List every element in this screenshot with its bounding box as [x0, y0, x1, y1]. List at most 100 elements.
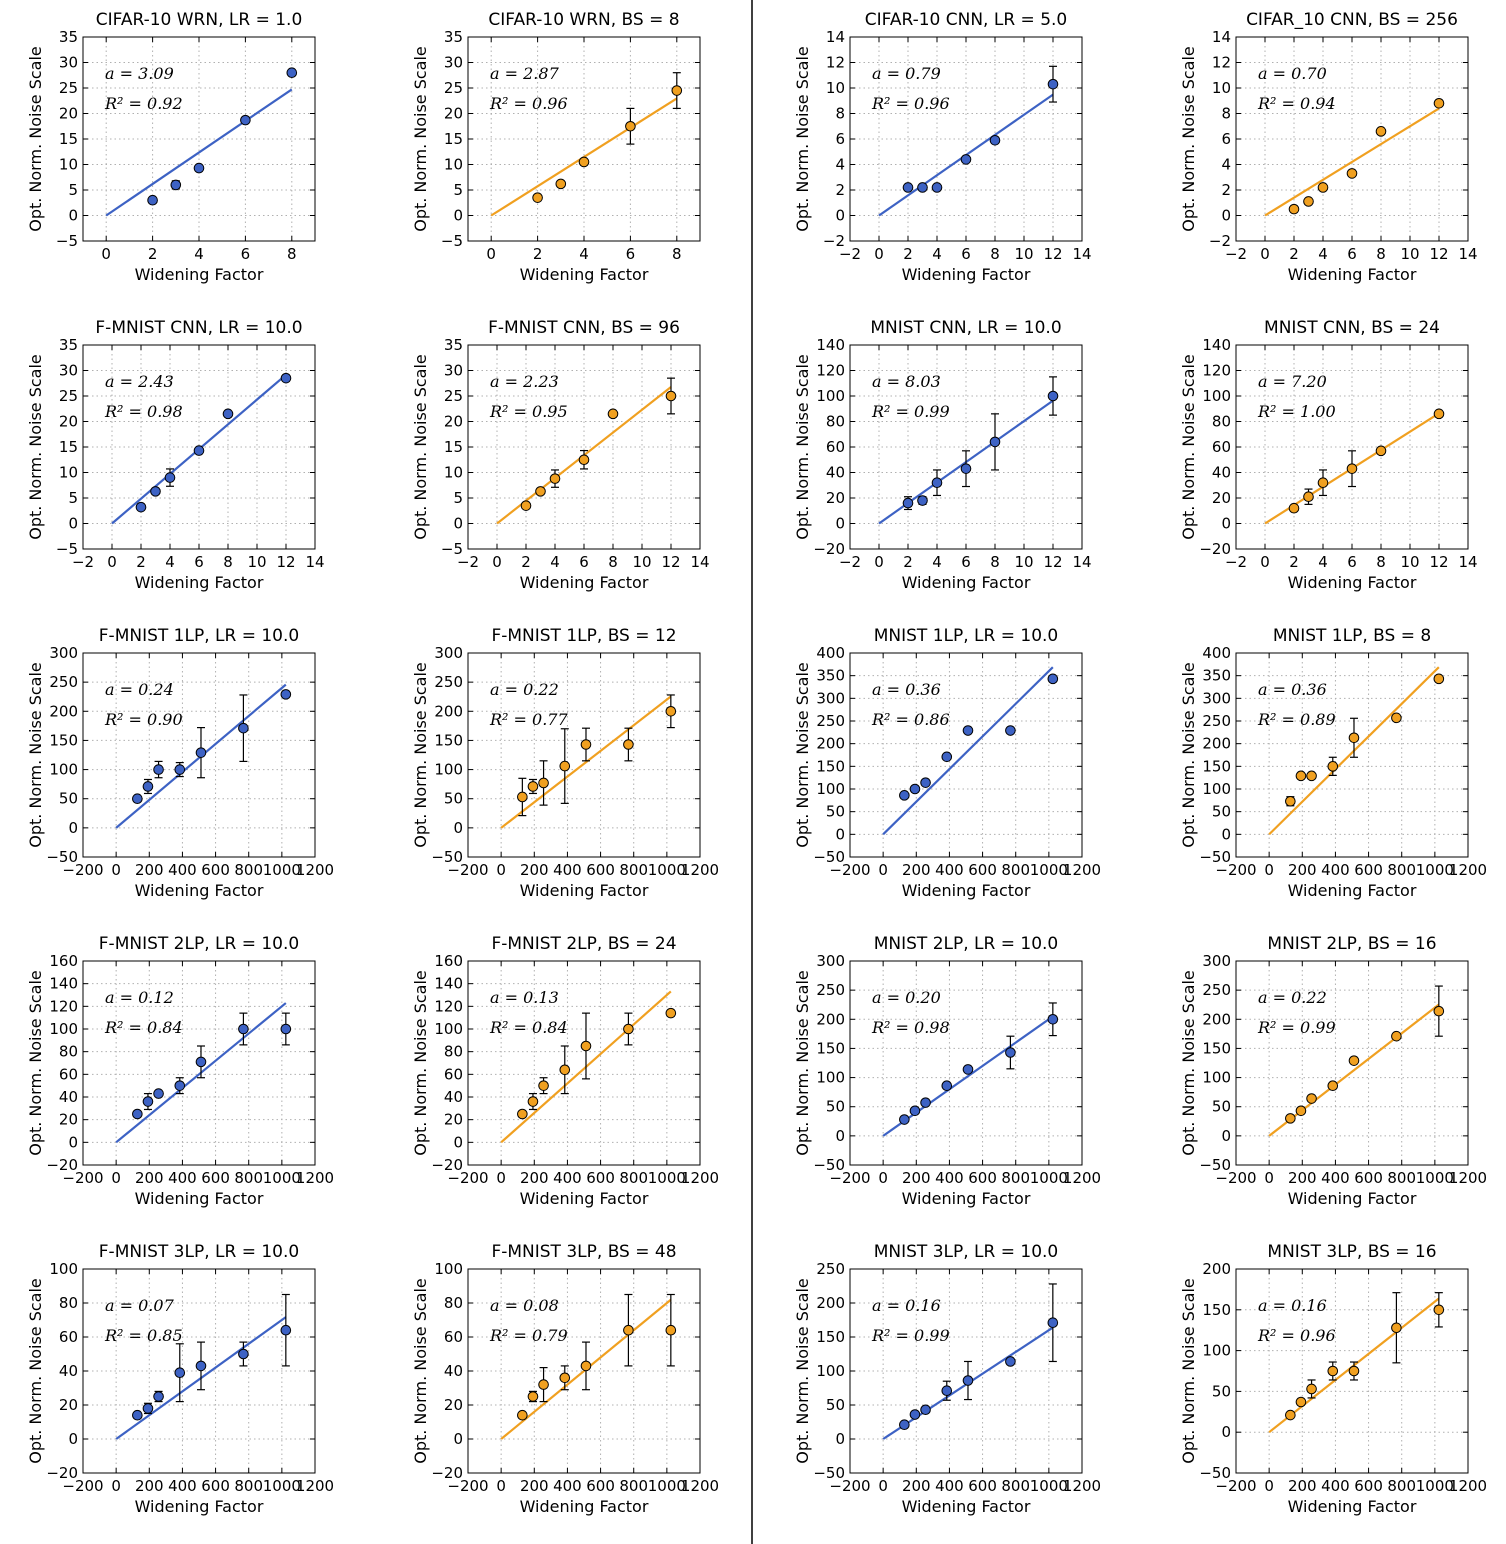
y-axis-label: Opt. Norm. Noise Scale: [411, 46, 430, 232]
chart-c3: −2 0 2 4 6 8 10 12 14 −2 0 2 4 6 8 10 12 14 a = 0.79 R² = 0…: [793, 10, 1092, 284]
y-tick-label: 15: [444, 130, 463, 148]
data-point: [538, 1379, 549, 1390]
y-tick-label: 300: [434, 644, 463, 662]
x-tick-label: 0: [874, 245, 884, 263]
x-tick-label: −2: [839, 245, 861, 263]
data-point: [960, 463, 972, 474]
x-tick-label: 400: [1321, 861, 1350, 879]
x-tick-label: 6: [961, 553, 971, 571]
data-point: [153, 1391, 164, 1402]
y-tick-label: −5: [56, 232, 78, 250]
data-point: [135, 501, 147, 513]
y-tick-label: 100: [1202, 780, 1231, 798]
plot-frame: [467, 652, 701, 858]
x-tick-label: 0: [111, 1477, 121, 1495]
slope-annotation: a = 0.20: [872, 988, 941, 1007]
data-point: [174, 1080, 186, 1091]
data-point: [665, 705, 677, 717]
y-tick-label: 300: [1202, 952, 1231, 970]
y-tick-label: 150: [816, 757, 845, 775]
x-tick-label: 1000: [263, 1169, 301, 1187]
y-tick-label: 100: [816, 387, 845, 405]
y-tick-label: −5: [56, 540, 78, 558]
data-point: [538, 1080, 549, 1091]
y-tick-label: −20: [431, 1464, 463, 1482]
y-tick-label: 250: [816, 981, 845, 999]
y-tick-label: 350: [1202, 667, 1231, 685]
data-point: [1348, 1055, 1360, 1066]
x-tick-label: 8: [223, 553, 233, 571]
x-tick-label: 10: [1400, 553, 1419, 571]
data-point: [941, 1080, 953, 1092]
data-point: [989, 134, 1001, 146]
chart-c20: −200 0 200 400 600 800 10001200−50050100150200…: [1179, 1242, 1487, 1516]
y-tick-label: 20: [59, 1111, 78, 1129]
r2-annotation: R² = 0.92: [104, 94, 183, 113]
y-tick-label: 100: [1202, 1069, 1231, 1087]
x-tick-label: 12: [661, 553, 680, 571]
y-axis-label: Opt. Norm. Noise Scale: [1179, 1278, 1198, 1464]
y-tick-label: 50: [1212, 803, 1231, 821]
y-tick-label: −20: [46, 1156, 78, 1174]
chart-c11: −200 0 200 400 600 800 10001200−50050100150200…: [793, 626, 1101, 900]
fit-line-group: [105, 88, 293, 217]
data-point: [1327, 1080, 1339, 1092]
data-point: [132, 1108, 143, 1120]
x-tick-label: 600: [586, 1169, 615, 1187]
x-axis-label: Widening Factor: [902, 1189, 1031, 1208]
x-tick-label: 800: [234, 861, 263, 879]
x-tick-label: 4: [550, 553, 560, 571]
y-tick-label: 0: [68, 515, 78, 533]
plot-frame: [82, 1268, 316, 1474]
x-tick-label: 8: [990, 553, 1000, 571]
chart-title: F-MNIST 2LP, LR = 10.0: [99, 934, 299, 954]
x-tick-label: 800: [1387, 1477, 1416, 1495]
y-tick-label: 150: [434, 731, 463, 749]
x-tick-label: 12: [1429, 553, 1448, 571]
y-tick-label: 12: [1212, 54, 1231, 72]
y-tick-label: 20: [59, 1396, 78, 1414]
data-point: [195, 747, 207, 758]
x-tick-label: −2: [457, 553, 479, 571]
data-point: [280, 689, 292, 700]
y-tick-label: 8: [1221, 105, 1231, 123]
y-axis-label: Opt. Norm. Noise Scale: [793, 662, 812, 848]
data-point: [193, 445, 205, 456]
data-point: [555, 178, 567, 190]
x-tick-label: 0: [878, 1169, 888, 1187]
x-tick-label: 400: [1321, 1169, 1350, 1187]
y-tick-label: 250: [434, 673, 463, 691]
x-axis-label: Widening Factor: [1288, 573, 1417, 592]
y-tick-label: 0: [835, 1127, 845, 1145]
x-axis-label: Widening Factor: [520, 1497, 649, 1516]
x-tick-label: 200: [902, 861, 931, 879]
y-tick-label: 60: [444, 1328, 463, 1346]
y-tick-label: 40: [826, 464, 845, 482]
y-tick-label: 60: [826, 438, 845, 456]
data-point: [170, 179, 182, 191]
y-tick-label: 20: [826, 489, 845, 507]
data-point: [150, 486, 161, 497]
y-tick-label: 120: [434, 997, 463, 1015]
slope-annotation: a = 0.22: [1258, 988, 1327, 1007]
x-tick-label: 0: [101, 245, 111, 263]
x-tick-label: 4: [1318, 553, 1328, 571]
plot-frame: [849, 960, 1083, 1166]
data-point: [580, 1360, 592, 1372]
data-point: [580, 1040, 592, 1052]
x-axis-label: Widening Factor: [902, 265, 1031, 284]
y-tick-label: −50: [1199, 1464, 1231, 1482]
slope-annotation: a = 0.16: [1258, 1296, 1327, 1315]
y-tick-label: 5: [453, 181, 463, 199]
data-point: [665, 1007, 677, 1019]
x-tick-label: 1000: [648, 1477, 686, 1495]
y-tick-label: 20: [444, 1111, 463, 1129]
plot-frame: [82, 36, 316, 242]
y-tick-label: 100: [49, 1020, 78, 1038]
chart-title: F-MNIST CNN, BS = 96: [488, 318, 680, 338]
data-point: [532, 192, 543, 203]
chart-c15: −200 0 200 400 600 800 10001200−50050100150200…: [793, 934, 1101, 1208]
x-tick-label: 600: [201, 1477, 230, 1495]
slope-annotation: a = 0.12: [105, 988, 174, 1007]
x-tick-label: 0: [1264, 1477, 1274, 1495]
